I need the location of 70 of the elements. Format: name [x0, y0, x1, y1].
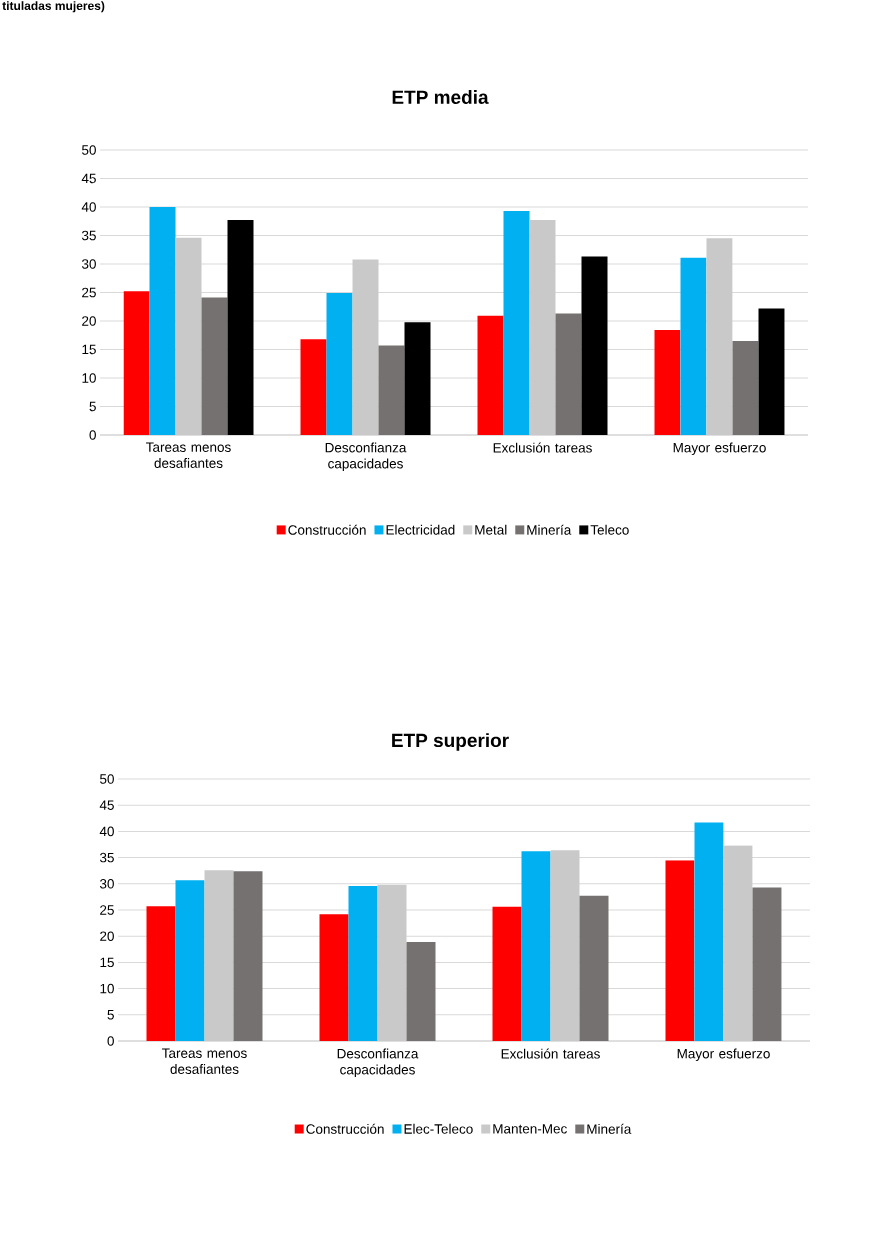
- y-tick-label: 25: [100, 905, 114, 915]
- bar: [404, 322, 431, 435]
- y-tick-label: 0: [89, 430, 96, 440]
- bar: [752, 887, 782, 1041]
- bar: [123, 291, 150, 435]
- bar: [378, 345, 405, 435]
- bar: [146, 906, 176, 1041]
- y-tick-label: 30: [81, 259, 96, 269]
- legend-label: Metal: [475, 524, 507, 535]
- x-tick-label: Mayor esfuerzo: [677, 1048, 770, 1062]
- y-tick-label: 25: [82, 287, 96, 298]
- y-tick-label: 0: [107, 1036, 114, 1046]
- bar: [175, 880, 205, 1041]
- y-tick-label: 45: [81, 173, 96, 184]
- y-tick-label: 40: [81, 202, 96, 212]
- bar: [680, 257, 707, 435]
- x-tick-label: Desconfianza capacidades: [337, 1048, 419, 1078]
- y-tick-label: 15: [82, 344, 96, 355]
- bar: [233, 871, 263, 1041]
- bar: [319, 914, 349, 1041]
- y-tick-label: 20: [82, 316, 96, 326]
- bar: [492, 906, 522, 1041]
- legend-label: Construcción: [288, 524, 366, 535]
- legend-label: Elec-Teleco: [404, 1123, 473, 1134]
- chart-title: ETP media: [392, 90, 489, 104]
- bar: [406, 941, 436, 1041]
- x-tick-label: Tareas menos desafiantes: [146, 442, 231, 468]
- text: tituladas mujeres): [2, 1, 105, 13]
- x-tick-label: Exclusión tareas: [501, 1048, 600, 1059]
- y-tick-label: 5: [89, 401, 96, 412]
- y-tick-label: 35: [99, 852, 114, 863]
- legend-label: Construcción: [306, 1123, 384, 1134]
- bar: [665, 860, 695, 1041]
- x-tick-label: Mayor esfuerzo: [673, 442, 766, 456]
- x-tick-label: Exclusión tareas: [493, 442, 592, 453]
- legend-label: Teleco: [590, 524, 629, 535]
- bar: [654, 330, 681, 435]
- x-tick-label: Tareas menos desafiantes: [162, 1048, 247, 1074]
- y-tick-label: 50: [99, 774, 114, 784]
- x-tick-label: Desconfianza capacidades: [325, 442, 407, 472]
- legend-label: Manten-Mec: [493, 1124, 567, 1134]
- bar: [579, 895, 609, 1041]
- chart-title: ETP superior: [392, 733, 509, 751]
- y-tick-label: 20: [100, 931, 114, 941]
- bar: [201, 297, 228, 435]
- legend-label: Minería: [527, 524, 572, 535]
- legend-label: Minería: [587, 1123, 632, 1134]
- bar: [758, 308, 785, 435]
- bar: [694, 822, 724, 1041]
- y-tick-label: 50: [81, 145, 96, 155]
- bar: [477, 315, 504, 435]
- bar: [521, 851, 551, 1041]
- bar: [300, 339, 327, 435]
- bar: [348, 885, 378, 1041]
- legend-label: Electricidad: [386, 524, 455, 535]
- y-tick-label: 40: [99, 826, 114, 837]
- y-tick-label: 10: [100, 983, 114, 994]
- y-tick-label: 5: [107, 1010, 114, 1020]
- bar: [732, 340, 759, 435]
- bar: [503, 210, 530, 435]
- bar: [149, 206, 176, 435]
- y-tick-label: 35: [81, 230, 96, 241]
- bar: [326, 293, 353, 435]
- y-tick-label: 15: [100, 957, 114, 968]
- bar: [555, 313, 582, 435]
- y-tick-label: 10: [82, 373, 96, 383]
- bar: [581, 256, 608, 435]
- y-tick-label: 45: [99, 800, 114, 810]
- y-tick-label: 30: [99, 879, 114, 889]
- bar: [227, 220, 254, 435]
